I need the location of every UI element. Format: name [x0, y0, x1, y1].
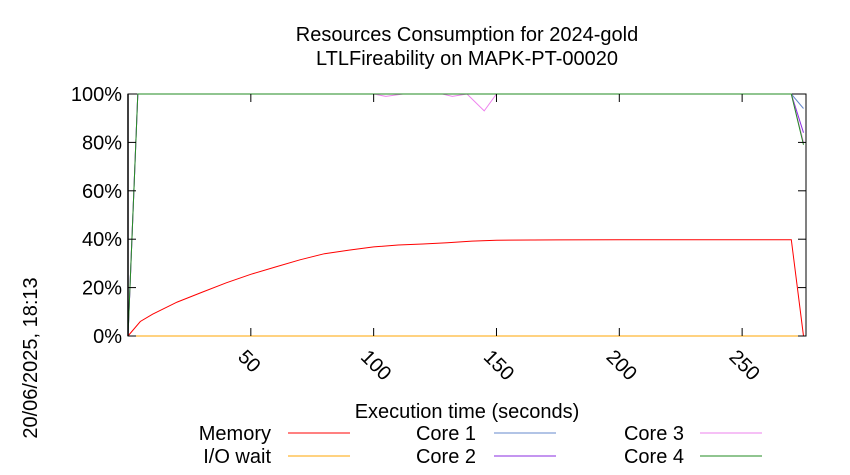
y-tick-label: 40%	[82, 229, 122, 251]
y-axis-ticks: 0% 20% 40% 60% 80% 100%	[71, 84, 806, 348]
series-line-core-3	[127, 93, 804, 337]
legend-label: I/O wait	[203, 446, 271, 468]
timestamp-label: 20/06/2025, 18:13	[20, 277, 42, 438]
chart-title-line-1: Resources Consumption for 2024-gold	[296, 24, 638, 46]
series-line-memory	[127, 239, 804, 337]
y-tick-label: 0%	[93, 326, 122, 348]
x-tick-label: 50	[233, 346, 264, 377]
y-tick-label: 100%	[71, 84, 122, 106]
y-tick-label: 60%	[82, 181, 122, 203]
legend-label: Core 4	[624, 446, 684, 468]
x-axis-label: Execution time (seconds)	[355, 401, 580, 423]
legend-label: Core 3	[624, 423, 684, 445]
x-tick-label: 250	[725, 346, 764, 385]
legend-label: Memory	[199, 423, 271, 445]
plot-frame	[127, 93, 807, 337]
series-line-core-2	[127, 93, 804, 337]
chart-title-line-2: LTLFireability on MAPK-PT-00020	[316, 48, 618, 70]
x-tick-label: 150	[479, 346, 518, 385]
series-line-core-1	[127, 93, 804, 337]
legend-label: Core 2	[416, 446, 476, 468]
legend-label: Core 1	[416, 423, 476, 445]
x-tick-label: 200	[602, 346, 641, 385]
series-line-core-4	[127, 93, 804, 337]
plot-area	[127, 93, 807, 337]
x-tick-label: 100	[356, 346, 395, 385]
y-tick-label: 80%	[82, 132, 122, 154]
y-tick-label: 20%	[82, 278, 122, 300]
